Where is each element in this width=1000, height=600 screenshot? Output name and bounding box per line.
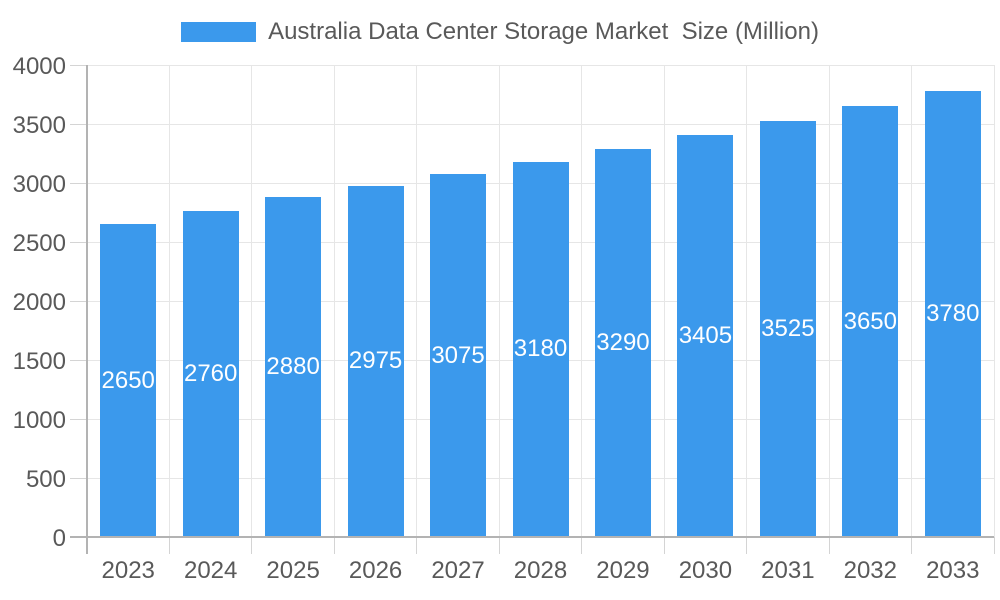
h-gridline: [87, 123, 994, 125]
y-axis-label: 3000: [12, 171, 66, 198]
x-axis-tick: [911, 537, 913, 554]
x-axis-tick: [333, 537, 335, 554]
legend-swatch: [181, 22, 257, 42]
bar: [759, 121, 816, 537]
bar: [265, 197, 322, 537]
y-axis-tick: [70, 418, 87, 420]
y-axis-tick: [70, 477, 87, 479]
bar-value-label: 3075: [431, 341, 485, 369]
x-axis-tick: [168, 537, 170, 554]
bar-value-label: 2880: [266, 353, 320, 381]
bar-value-label: 2650: [101, 366, 155, 394]
x-axis-tick: [416, 537, 418, 554]
y-axis-label: 3500: [12, 112, 66, 139]
bar: [677, 135, 734, 537]
bar-value-label: 2760: [183, 360, 238, 388]
x-axis-label: 2025: [266, 557, 320, 584]
bar-value-label: 2975: [348, 347, 403, 375]
v-gridline: [498, 65, 500, 537]
v-gridline: [911, 65, 913, 537]
y-axis-label: 0: [52, 525, 66, 552]
x-axis-label: 2033: [926, 557, 980, 584]
h-gridline: [87, 64, 994, 66]
x-axis-line: [70, 536, 994, 538]
v-gridline: [333, 65, 335, 537]
bar-value-label: 3650: [843, 307, 897, 335]
bar-value-label: 3525: [761, 315, 815, 343]
x-axis-label: 2023: [101, 557, 155, 584]
y-axis-tick: [70, 182, 87, 184]
v-gridline: [663, 65, 665, 537]
bar: [924, 90, 981, 537]
x-axis-label: 2032: [843, 557, 897, 584]
bar-value-label: 3780: [926, 299, 980, 327]
x-axis-tick: [498, 537, 500, 554]
y-axis-label: 1000: [12, 407, 66, 434]
y-axis-tick: [70, 359, 87, 361]
x-axis-label: 2026: [348, 557, 403, 584]
v-gridline: [416, 65, 418, 537]
y-axis-label: 2000: [12, 289, 66, 316]
bar-value-label: 3180: [513, 335, 568, 363]
x-axis-tick: [663, 537, 665, 554]
y-axis-tick: [70, 64, 87, 66]
x-axis-label: 2030: [678, 557, 733, 584]
y-axis-label: 4000: [12, 53, 66, 80]
bar-value-label: 3405: [678, 322, 733, 350]
v-gridline: [828, 65, 830, 537]
x-axis-label: 2031: [761, 557, 815, 584]
v-gridline: [581, 65, 583, 537]
y-axis-line: [86, 65, 88, 554]
bar: [512, 161, 569, 537]
bar-value-label: 3290: [596, 328, 650, 356]
v-gridline: [746, 65, 748, 537]
x-axis-tick: [828, 537, 830, 554]
y-axis-label: 2500: [12, 230, 66, 257]
v-gridline: [251, 65, 253, 537]
legend[interactable]: Australia Data Center Storage Market Siz…: [0, 18, 1000, 46]
y-axis-tick: [70, 300, 87, 302]
y-axis-label: 500: [25, 466, 66, 493]
bar: [594, 148, 651, 537]
y-axis-label: 1500: [12, 348, 66, 375]
x-axis-label: 2024: [183, 557, 238, 584]
x-axis-label: 2027: [431, 557, 485, 584]
legend-label: Australia Data Center Storage Market Siz…: [268, 18, 819, 45]
bar: [182, 211, 239, 537]
x-axis-label: 2028: [513, 557, 568, 584]
v-gridline: [993, 65, 995, 537]
bar: [347, 185, 404, 537]
bar: [842, 106, 899, 537]
x-axis-tick: [251, 537, 253, 554]
x-axis-tick: [746, 537, 748, 554]
y-axis-tick: [70, 123, 87, 125]
bar: [430, 174, 487, 537]
x-axis-tick: [993, 537, 995, 554]
y-axis-tick: [70, 241, 87, 243]
bar: [100, 224, 157, 537]
x-axis-label: 2029: [596, 557, 650, 584]
v-gridline: [168, 65, 170, 537]
x-axis-tick: [581, 537, 583, 554]
